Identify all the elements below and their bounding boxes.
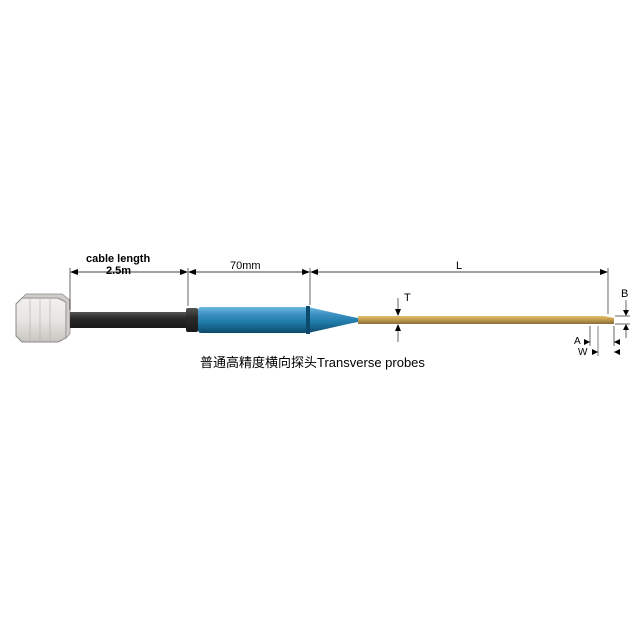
handle-collar-left [186, 308, 198, 332]
cable-length-label-1: cable length [86, 253, 150, 265]
cable [70, 312, 188, 328]
title-label: 普通高精度横向探头Transverse probes [200, 352, 425, 371]
dim-B-label: B [621, 288, 628, 300]
diagram-canvas: cable length 2.5m 70mm L T B A W 普通高精度横向… [0, 0, 640, 640]
probe-tip [604, 316, 614, 324]
dim-W-label: W [578, 347, 587, 358]
title-en: Transverse probes [317, 355, 425, 370]
dim-T-label: T [404, 292, 411, 304]
dim-L-label: L [456, 260, 462, 272]
probe-shaft [358, 316, 604, 324]
handle-length-label: 70mm [230, 260, 261, 272]
title-cn: 普通高精度横向探头 [200, 355, 317, 370]
handle-body [198, 307, 308, 333]
probe-diagram-svg [0, 0, 640, 640]
handle-taper [308, 307, 358, 333]
dim-A-label: A [574, 336, 581, 347]
handle-ring [306, 306, 310, 334]
connector [16, 294, 70, 342]
cable-length-label-2: 2.5m [106, 265, 131, 277]
